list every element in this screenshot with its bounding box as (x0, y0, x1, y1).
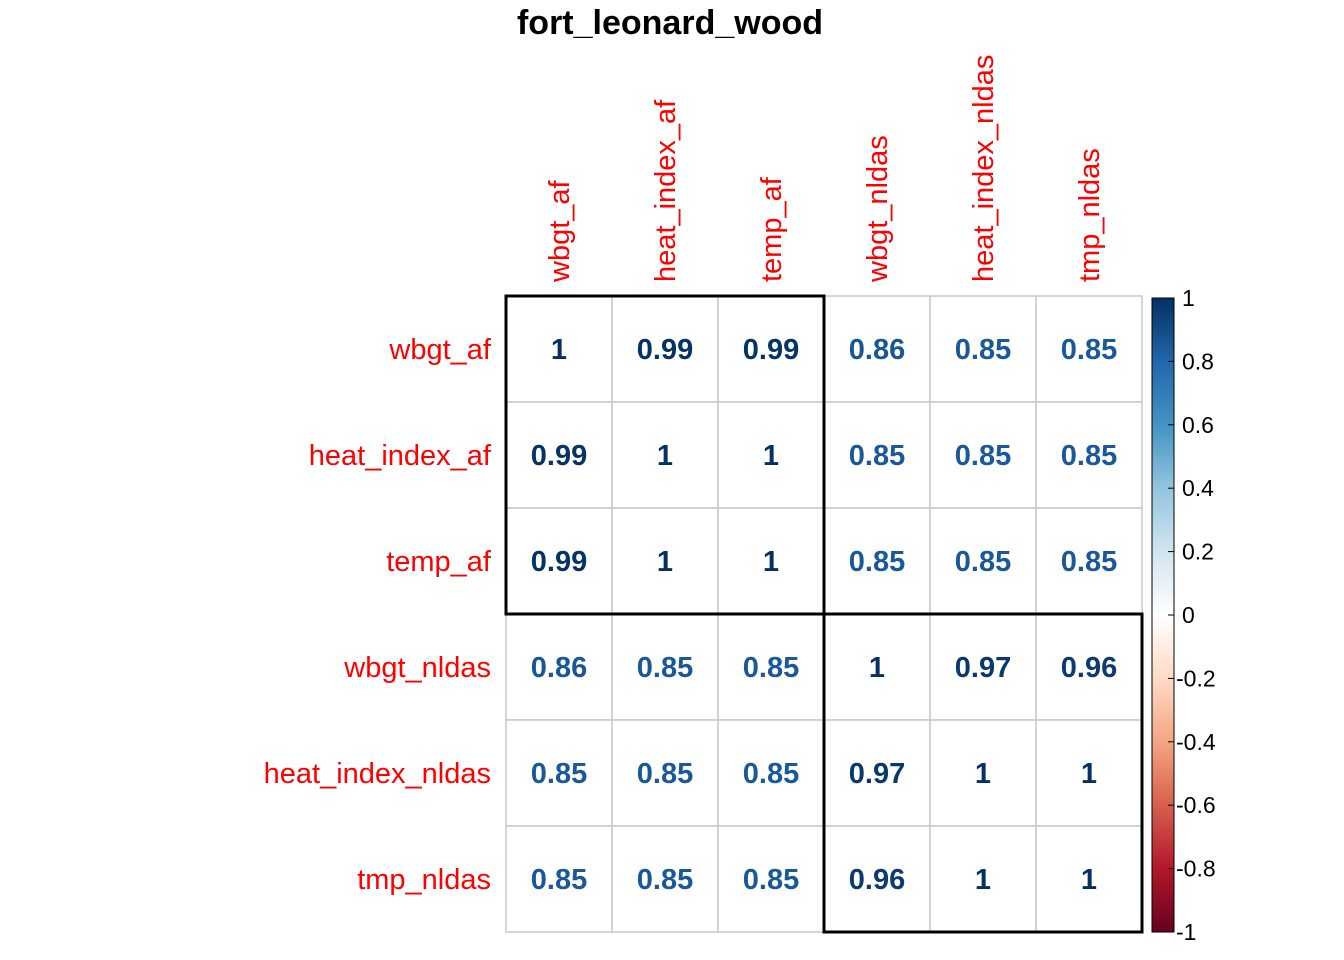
column-label: temp_af (756, 176, 788, 282)
row-label: tmp_nldas (357, 864, 491, 896)
row-label: temp_af (386, 546, 492, 578)
cell-value-label: 0.99 (531, 440, 587, 472)
row-labels: wbgt_af heat_index_af temp_af wbgt_nldashea… (264, 334, 492, 896)
matrix-cell (611, 295, 719, 403)
matrix-cell (823, 295, 931, 403)
colorbar-tick-label: -0.2 (1176, 665, 1216, 691)
row-label: heat_index_af (309, 440, 492, 472)
matrix-cell (717, 719, 825, 827)
colorbar-tick-label: -0.8 (1176, 856, 1216, 882)
cell-value-label: 0.85 (955, 334, 1011, 366)
matrix-cell (823, 401, 931, 509)
cell-value-label: 0.96 (849, 864, 905, 896)
cell-value-label: 0.85 (637, 758, 693, 790)
cell-value-label: 0.99 (531, 546, 587, 578)
colorbar-tick-label: -1 (1176, 919, 1196, 945)
matrix-cell (717, 613, 825, 721)
matrix-cell (505, 613, 613, 721)
colorbar-tick-label: 0.4 (1182, 475, 1214, 501)
matrix-cell (611, 613, 719, 721)
cluster-rect (504, 294, 826, 616)
cell-value-label: 0.85 (1061, 440, 1117, 472)
cell-value-label: 0.85 (531, 864, 587, 896)
cell-value-label: 0.85 (1061, 334, 1117, 366)
cell-value-label: 0.86 (849, 334, 905, 366)
matrix-cell (1035, 401, 1143, 509)
cell-value-label: 0.97 (849, 758, 905, 790)
chart-title: fort_leonard_wood (517, 4, 823, 42)
matrix-cell (505, 295, 613, 403)
cluster-rect (822, 612, 1144, 934)
matrix-cell (1035, 825, 1143, 933)
matrix-cell (505, 719, 613, 827)
cell-value-label: 0.85 (849, 440, 905, 472)
colorbar-tick-label: 0 (1182, 602, 1195, 628)
cell-values: 1 0.99 0.99 0.86 0.85 0.85 0.99 1 1 0.85 0.85 0.85 0… (531, 334, 1117, 896)
row-label: heat_index_nldas (264, 758, 491, 790)
matrix-cell (823, 719, 931, 827)
column-labels: wbgt_af heat_index_af temp_af wbgt_nldas hea… (544, 55, 1106, 283)
cell-value-label: 1 (657, 546, 673, 578)
matrix-cell (929, 613, 1037, 721)
column-label: wbgt_nldas (862, 135, 894, 283)
cell-value-label: 0.85 (743, 758, 799, 790)
column-label: tmp_nldas (1074, 148, 1106, 282)
matrix-cell (1035, 295, 1143, 403)
cell-value-label: 0.99 (743, 334, 799, 366)
matrix-cell (929, 719, 1037, 827)
row-label: wbgt_nldas (343, 652, 491, 684)
cell-value-label: 1 (975, 864, 991, 896)
cell-value-label: 0.86 (531, 652, 587, 684)
column-label: wbgt_af (544, 179, 576, 283)
cell-value-label: 0.85 (531, 758, 587, 790)
matrix-cell (929, 825, 1037, 933)
matrix-cell (505, 825, 613, 933)
cell-value-label: 0.85 (955, 440, 1011, 472)
matrix-cell (611, 507, 719, 615)
cell-value-label: 0.85 (849, 546, 905, 578)
cell-value-label: 1 (763, 440, 779, 472)
cell-value-label: 1 (657, 440, 673, 472)
cell-value-label: 1 (975, 758, 991, 790)
cell-value-label: 0.85 (743, 652, 799, 684)
matrix-grid (505, 295, 1143, 933)
matrix-cell (1035, 507, 1143, 615)
colorbar-tick-label: -0.6 (1176, 792, 1216, 818)
colorbar-tick-label: -0.4 (1176, 729, 1216, 755)
colorbar-tick-label: 0.2 (1182, 539, 1214, 565)
colorbar-tick-label: 0.8 (1182, 348, 1214, 374)
cluster-rectangles (504, 294, 1144, 934)
cell-value-label: 0.97 (955, 652, 1011, 684)
matrix-cell (929, 507, 1037, 615)
cell-value-label: 1 (551, 334, 567, 366)
cell-value-label: 0.85 (637, 864, 693, 896)
column-label: heat_index_af (650, 99, 682, 282)
row-label: wbgt_af (388, 334, 492, 366)
colorbar-tick-label: 1 (1182, 285, 1195, 311)
cell-value-label: 0.85 (955, 546, 1011, 578)
column-label: heat_index_nldas (968, 55, 1000, 282)
cell-value-label: 0.96 (1061, 652, 1117, 684)
cell-value-label: 0.85 (637, 652, 693, 684)
colorbar: 1 0.8 0.6 0.4 0.2 0 -0.2 -0.4 -0.6 -0.8 -1 (1151, 285, 1216, 945)
cell-value-label: 1 (1081, 864, 1097, 896)
colorbar-tick-label: 0.6 (1182, 412, 1214, 438)
cell-value-label: 0.85 (1061, 546, 1117, 578)
cell-value-label: 1 (869, 652, 885, 684)
cell-value-label: 1 (763, 546, 779, 578)
matrix-cell (611, 401, 719, 509)
cell-value-label: 0.85 (743, 864, 799, 896)
cell-value-label: 1 (1081, 758, 1097, 790)
cell-value-label: 0.99 (637, 334, 693, 366)
